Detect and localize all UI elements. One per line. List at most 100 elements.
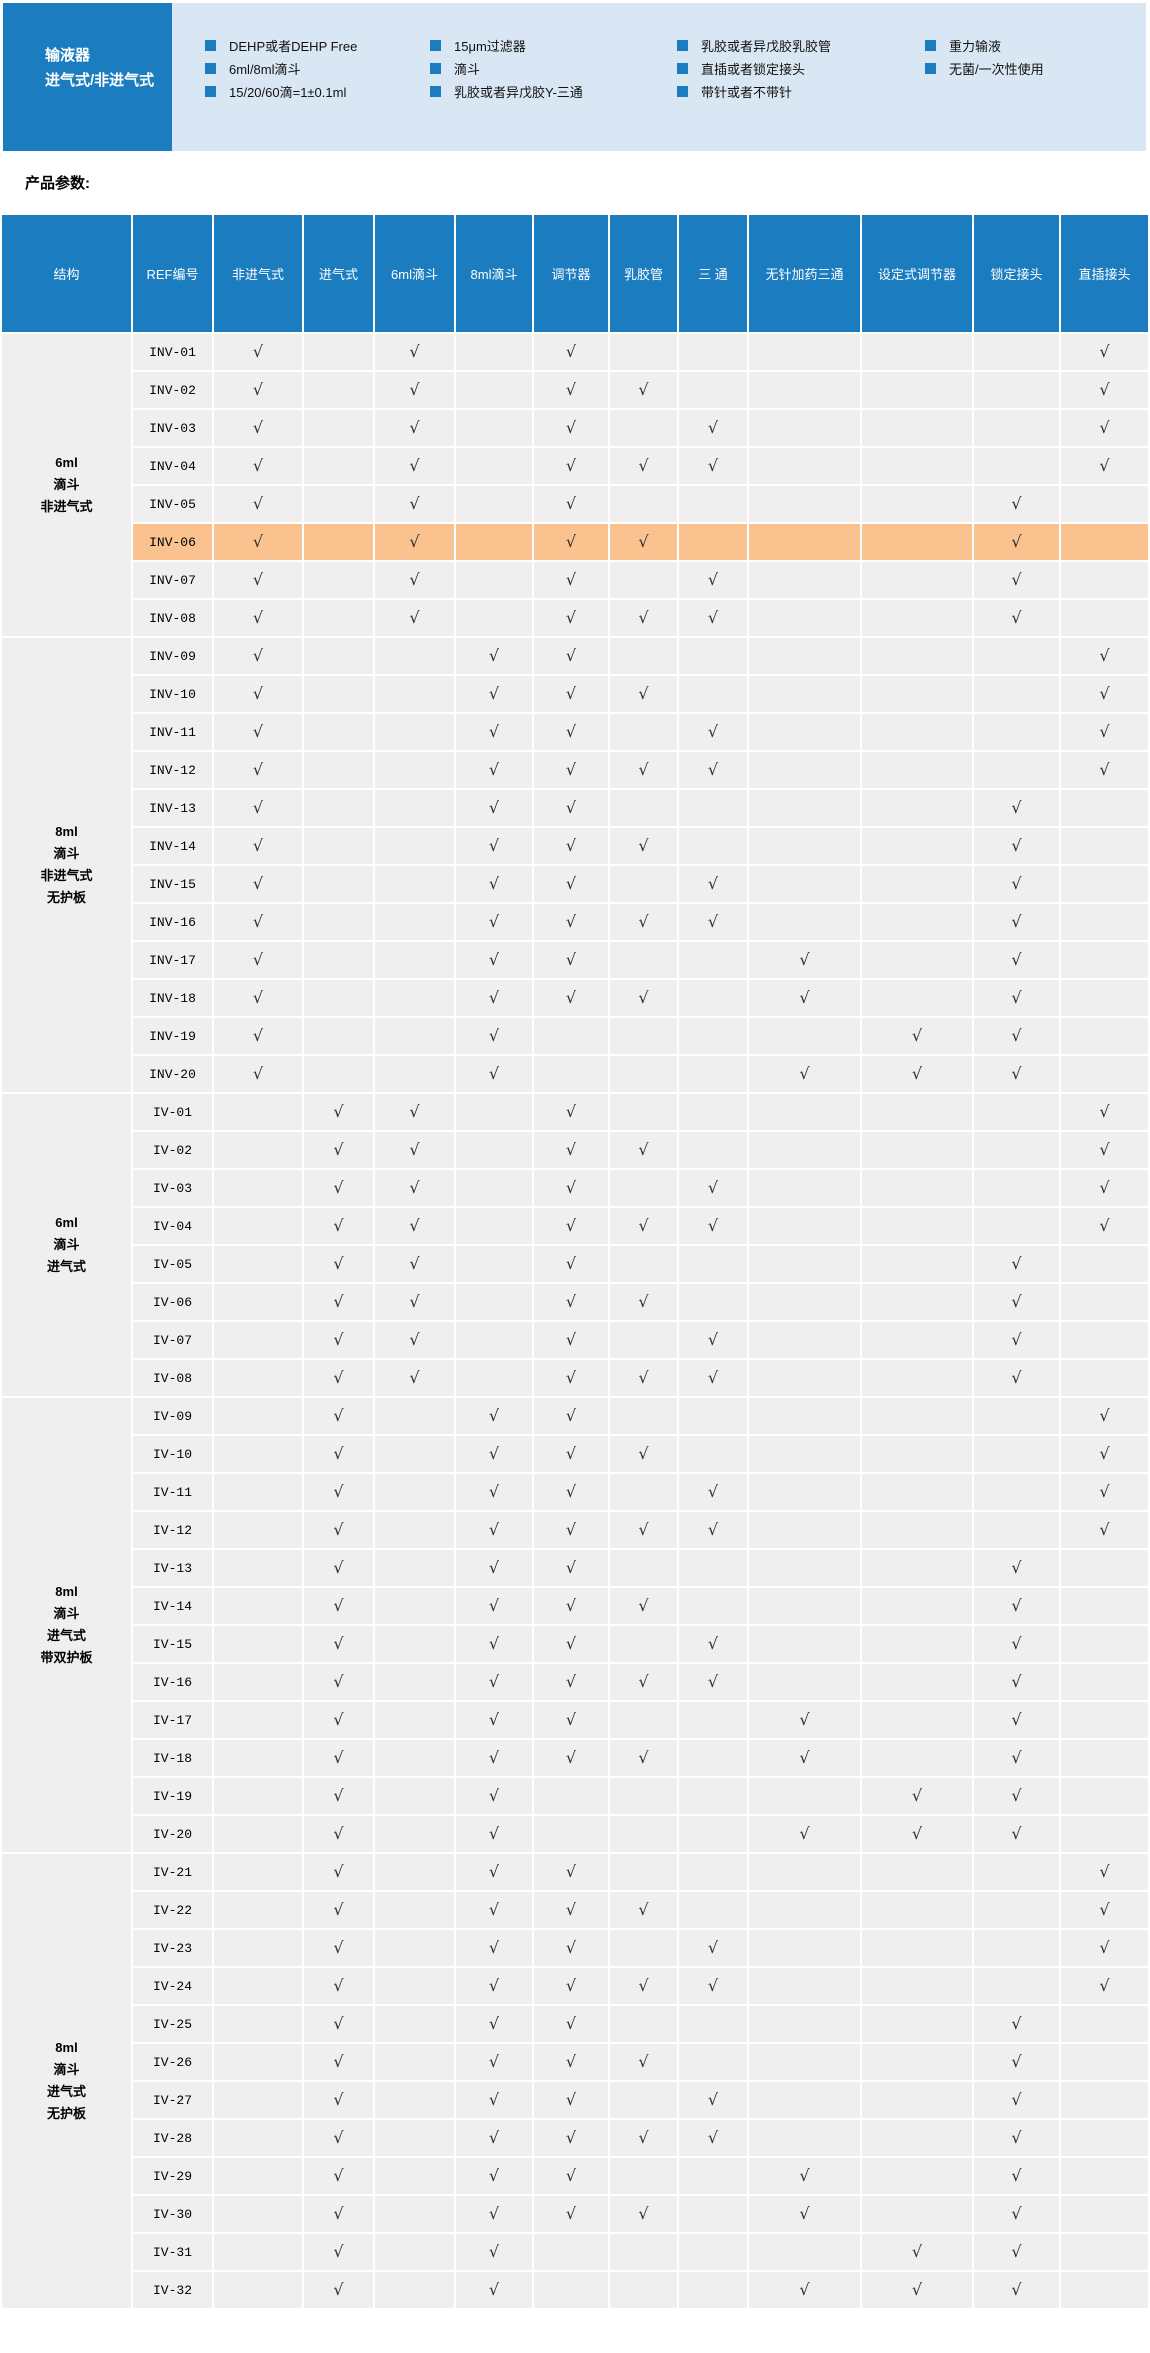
ref-code-cell: IV-25 bbox=[133, 2006, 212, 2042]
checkmark-cell: √ bbox=[534, 1474, 608, 1510]
check-icon: √ bbox=[565, 988, 577, 1007]
check-icon: √ bbox=[333, 2090, 344, 2109]
checkmark-cell: √ bbox=[749, 2196, 860, 2232]
empty-cell bbox=[862, 1740, 972, 1776]
empty-cell bbox=[749, 600, 860, 636]
checkmark-cell: √ bbox=[304, 1246, 373, 1282]
group-label-line: 6ml bbox=[55, 1215, 78, 1230]
check-icon: √ bbox=[409, 342, 420, 361]
check-icon: √ bbox=[565, 1672, 577, 1691]
checkmark-cell: √ bbox=[534, 1094, 608, 1130]
empty-cell bbox=[1061, 524, 1148, 560]
check-icon: √ bbox=[252, 532, 264, 551]
table-row: IV-23 √ √ √ √ √ bbox=[2, 1930, 1148, 1966]
check-icon: √ bbox=[1011, 912, 1022, 931]
check-icon: √ bbox=[333, 1824, 344, 1843]
checkmark-cell: √ bbox=[456, 1816, 532, 1852]
empty-cell bbox=[456, 562, 532, 598]
ref-code-cell: IV-10 bbox=[133, 1436, 212, 1472]
empty-cell bbox=[304, 410, 373, 446]
group-label-line: 进气式 bbox=[46, 1259, 86, 1274]
checkmark-cell: √ bbox=[749, 2272, 860, 2308]
checkmark-cell: √ bbox=[1061, 1854, 1148, 1890]
empty-cell bbox=[214, 1512, 302, 1548]
check-icon: √ bbox=[488, 874, 500, 893]
checkmark-cell: √ bbox=[974, 866, 1059, 902]
check-icon: √ bbox=[488, 1824, 500, 1843]
table-row: IV-32 √ √ √ √ √ bbox=[2, 2272, 1148, 2308]
ref-code-cell: INV-11 bbox=[133, 714, 212, 750]
table-row: IV-20 √ √ √ √ √ bbox=[2, 1816, 1148, 1852]
checkmark-cell: √ bbox=[534, 1284, 608, 1320]
checkmark-cell: √ bbox=[749, 1816, 860, 1852]
check-icon: √ bbox=[488, 1520, 500, 1539]
empty-cell bbox=[534, 2272, 608, 2308]
check-icon: √ bbox=[333, 1368, 344, 1387]
check-icon: √ bbox=[565, 760, 577, 779]
table-row: INV-17 √ √ √ √ √ bbox=[2, 942, 1148, 978]
empty-cell bbox=[610, 2272, 677, 2308]
check-icon: √ bbox=[333, 1938, 344, 1957]
empty-cell bbox=[749, 1436, 860, 1472]
checkmark-cell: √ bbox=[974, 1322, 1059, 1358]
checkmark-cell: √ bbox=[375, 562, 454, 598]
col-header-preset-regulator: 设定式调节器 bbox=[862, 215, 972, 332]
empty-cell bbox=[862, 1246, 972, 1282]
table-row: IV-30 √ √ √ √ √ √ bbox=[2, 2196, 1148, 2232]
check-icon: √ bbox=[707, 2128, 719, 2147]
checkmark-cell: √ bbox=[456, 1854, 532, 1890]
check-icon: √ bbox=[488, 2090, 500, 2109]
checkmark-cell: √ bbox=[534, 1322, 608, 1358]
empty-cell bbox=[214, 1892, 302, 1928]
empty-cell bbox=[862, 562, 972, 598]
empty-cell bbox=[375, 2082, 454, 2118]
table-row-highlighted: INV-06 √ √ √ √ √ bbox=[2, 524, 1148, 560]
empty-cell bbox=[214, 2006, 302, 2042]
checkmark-cell: √ bbox=[456, 2006, 532, 2042]
check-icon: √ bbox=[1011, 608, 1022, 627]
ref-code-cell: IV-27 bbox=[133, 2082, 212, 2118]
empty-cell bbox=[214, 1360, 302, 1396]
empty-cell bbox=[862, 1094, 972, 1130]
empty-cell bbox=[375, 942, 454, 978]
ref-code-cell: IV-04 bbox=[133, 1208, 212, 1244]
checkmark-cell: √ bbox=[375, 1246, 454, 1282]
ref-code-cell: IV-20 bbox=[133, 1816, 212, 1852]
checkmark-cell: √ bbox=[214, 524, 302, 560]
empty-cell bbox=[610, 1930, 677, 1966]
table-row: 6ml 滴斗 非进气式 INV-01 √ √ √ √ bbox=[2, 334, 1148, 636]
checkmark-cell: √ bbox=[534, 1512, 608, 1548]
check-icon: √ bbox=[488, 1406, 500, 1425]
checkmark-cell: √ bbox=[610, 1436, 677, 1472]
empty-cell bbox=[375, 1892, 454, 1928]
check-icon: √ bbox=[488, 1026, 500, 1045]
empty-cell bbox=[862, 600, 972, 636]
checkmark-cell: √ bbox=[974, 1778, 1059, 1814]
bullet-square-icon bbox=[677, 85, 688, 97]
empty-cell bbox=[456, 410, 532, 446]
ref-code-cell: IV-30 bbox=[133, 2196, 212, 2232]
empty-cell bbox=[214, 1246, 302, 1282]
check-icon: √ bbox=[911, 1064, 923, 1083]
check-icon: √ bbox=[1011, 2242, 1022, 2261]
empty-cell bbox=[749, 1892, 860, 1928]
ref-code-cell: INV-05 bbox=[133, 486, 212, 522]
check-icon: √ bbox=[565, 418, 577, 437]
check-icon: √ bbox=[409, 1140, 420, 1159]
checkmark-cell: √ bbox=[749, 2158, 860, 2194]
empty-cell bbox=[974, 1436, 1059, 1472]
check-icon: √ bbox=[252, 798, 264, 817]
check-icon: √ bbox=[488, 1672, 500, 1691]
empty-cell bbox=[679, 2158, 747, 2194]
check-icon: √ bbox=[707, 1938, 719, 1957]
empty-cell bbox=[862, 448, 972, 484]
checkmark-cell: √ bbox=[610, 980, 677, 1016]
checkmark-cell: √ bbox=[304, 1208, 373, 1244]
table-body: 6ml 滴斗 非进气式 INV-01 √ √ √ √ INV-02 √ √ √ √ √ INV-03 √ √ √ √… bbox=[2, 334, 1148, 2308]
empty-cell bbox=[862, 942, 972, 978]
checkmark-cell: √ bbox=[974, 1816, 1059, 1852]
checkmark-cell: √ bbox=[974, 1626, 1059, 1662]
table-header: 结构 REF编号 非进气式 进气式 6ml滴斗 8ml滴斗 调节器 乳胶管 三 … bbox=[2, 215, 1148, 332]
ref-code-cell: IV-14 bbox=[133, 1588, 212, 1624]
checkmark-cell: √ bbox=[534, 2196, 608, 2232]
